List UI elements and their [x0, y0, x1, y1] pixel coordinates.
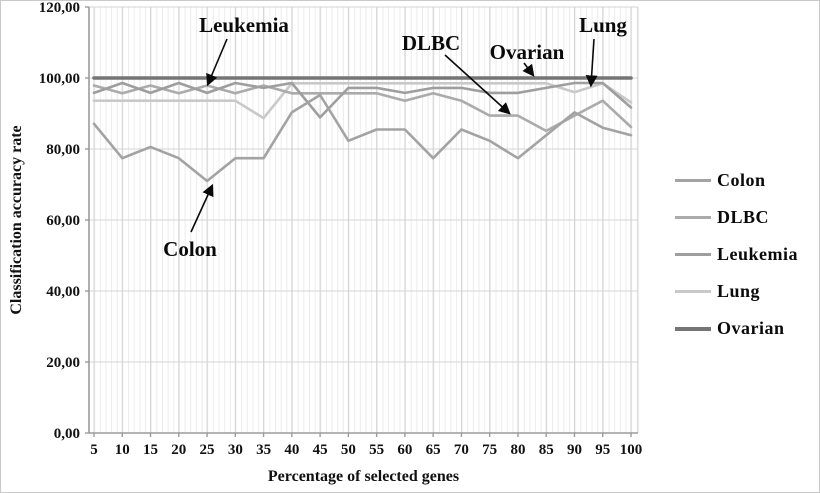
annotation-arrow-lung	[585, 38, 598, 88]
annotation-arrow-ovarian	[522, 62, 535, 77]
annotation-arrow-leukemia	[206, 38, 228, 87]
annotation-label-lung: Lung	[579, 13, 627, 37]
x-tick-label: 100	[620, 442, 643, 458]
legend-item-dlbc: DLBC	[675, 199, 798, 236]
y-tick-label: 40,00	[46, 284, 80, 300]
x-tick-label: 35	[256, 442, 271, 458]
legend-swatch-lung	[675, 290, 711, 293]
legend-swatch-leukemia	[675, 253, 711, 256]
x-tick-label: 30	[228, 442, 243, 458]
x-tick-label: 70	[454, 442, 469, 458]
x-tick-label: 75	[482, 442, 497, 458]
x-tick-label: 65	[426, 442, 441, 458]
x-tick-label: 10	[115, 442, 130, 458]
series-line-dlbc	[92, 84, 633, 133]
y-tick-label: 60,00	[46, 213, 80, 229]
legend-item-colon: Colon	[675, 162, 798, 199]
x-tick-label: 50	[341, 442, 356, 458]
x-tick-label: 60	[397, 442, 412, 458]
legend: Colon DLBC Leukemia Lung Ovarian	[675, 162, 798, 347]
x-tick-label: 40	[284, 442, 299, 458]
annotation-label-dlbc: DLBC	[402, 31, 460, 55]
legend-swatch-ovarian	[675, 326, 711, 331]
legend-swatch-dlbc	[675, 216, 711, 219]
x-tick-label: 20	[171, 442, 186, 458]
annotation-arrow-colon	[190, 183, 214, 233]
y-tick-label: 80,00	[46, 142, 80, 158]
series-line-colon	[92, 93, 633, 183]
legend-label-dlbc: DLBC	[717, 207, 770, 227]
x-tick-label: 55	[369, 442, 384, 458]
x-tick-label: 25	[200, 442, 215, 458]
legend-label-colon: Colon	[717, 170, 766, 190]
legend-item-leukemia: Leukemia	[675, 236, 798, 273]
y-axis-title: Classification accuracy rate	[8, 125, 25, 314]
annotation-arrow-dlbc	[444, 54, 511, 115]
legend-item-ovarian: Ovarian	[675, 310, 798, 347]
x-tick-label: 80	[510, 442, 525, 458]
x-tick-label: 15	[143, 442, 158, 458]
legend-swatch-colon	[675, 179, 711, 182]
y-tick-label: 20,00	[46, 355, 80, 371]
y-tick-label: 120,00	[39, 1, 80, 16]
x-tick-label: 45	[313, 442, 328, 458]
legend-label-leukemia: Leukemia	[717, 244, 799, 264]
annotation-label-leukemia: Leukemia	[199, 13, 289, 37]
x-tick-label: 90	[567, 442, 582, 458]
series-line-lung	[92, 82, 633, 120]
y-tick-label: 100,00	[39, 71, 80, 87]
legend-label-lung: Lung	[717, 281, 761, 301]
legend-label-ovarian: Ovarian	[717, 318, 785, 338]
x-axis-title: Percentage of selected genes	[268, 468, 459, 485]
annotation-label-colon: Colon	[163, 237, 217, 261]
x-tick-label: 95	[595, 442, 610, 458]
y-tick-label: 0,00	[54, 426, 80, 442]
series-line-leukemia	[92, 81, 633, 119]
x-tick-label: 5	[90, 442, 98, 458]
x-tick-label: 85	[539, 442, 554, 458]
annotation-label-ovarian: Ovarian	[490, 40, 565, 64]
legend-item-lung: Lung	[675, 273, 798, 310]
